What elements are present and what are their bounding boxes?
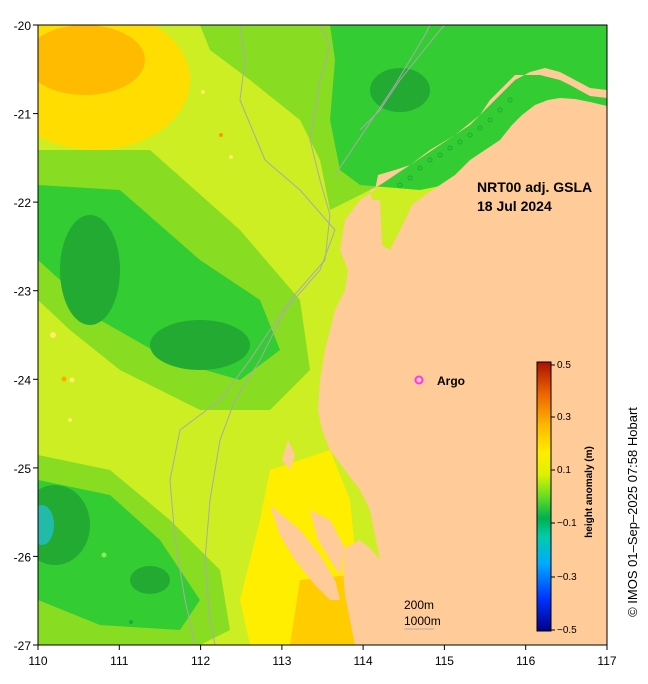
lon-tick-label: 114 xyxy=(354,654,373,668)
lon-tick-label: 112 xyxy=(191,654,210,668)
land-mass xyxy=(318,68,607,645)
lat-axis: -20 -21 -22 -23 -24 -25 -26 -27 xyxy=(14,19,38,653)
contour-1000m-label: 1000m xyxy=(404,614,441,628)
argo-legend-label: Argo xyxy=(437,374,465,388)
colorbar-tick: 0.3 xyxy=(557,412,571,423)
lon-axis: 110 111 112 113 114 115 116 117 xyxy=(28,645,617,668)
lat-tick-label: -27 xyxy=(14,639,32,653)
lat-tick-label: -24 xyxy=(14,373,32,387)
argo-float-marker xyxy=(414,375,424,385)
lon-tick-label: 116 xyxy=(516,654,535,668)
colorbar-tick: −0.3 xyxy=(557,572,577,583)
lat-tick-label: -22 xyxy=(14,196,32,210)
colorbar-tick: −0.5 xyxy=(557,625,577,636)
lon-tick-label: 111 xyxy=(110,654,129,668)
imos-credit: © IMOS 01–Sep–2025 07:58 Hobart xyxy=(625,407,640,617)
lat-tick-label: -26 xyxy=(14,550,32,564)
lat-tick-label: -23 xyxy=(14,285,32,299)
lat-tick-label: -25 xyxy=(14,462,32,476)
lat-tick-label: -21 xyxy=(14,108,32,122)
colorbar: 0.5 0.3 0.1 −0.1 −0.3 −0.5 height anomal… xyxy=(536,360,595,636)
colorbar-tick: 0.1 xyxy=(557,465,571,476)
contour-200m-label: 200m xyxy=(404,598,434,612)
sea-level-field xyxy=(38,25,607,645)
map-title: NRT00 adj. GSLA xyxy=(477,179,592,195)
lon-tick-label: 115 xyxy=(435,654,454,668)
contour-200m xyxy=(169,25,331,645)
colorbar-tick: 0.5 xyxy=(557,360,571,371)
plot-frame xyxy=(37,24,608,646)
colorbar-title: height anomaly (m) xyxy=(584,446,595,538)
contour-1000m xyxy=(204,25,336,645)
lon-tick-label: 117 xyxy=(597,654,616,668)
colorbar-gradient xyxy=(536,361,552,632)
colorbar-tick: −0.1 xyxy=(557,518,577,529)
lon-tick-label: 110 xyxy=(28,654,47,668)
lat-tick-label: -20 xyxy=(14,19,32,33)
lon-tick-label: 113 xyxy=(272,654,291,668)
map-date: 18 Jul 2024 xyxy=(477,198,552,214)
